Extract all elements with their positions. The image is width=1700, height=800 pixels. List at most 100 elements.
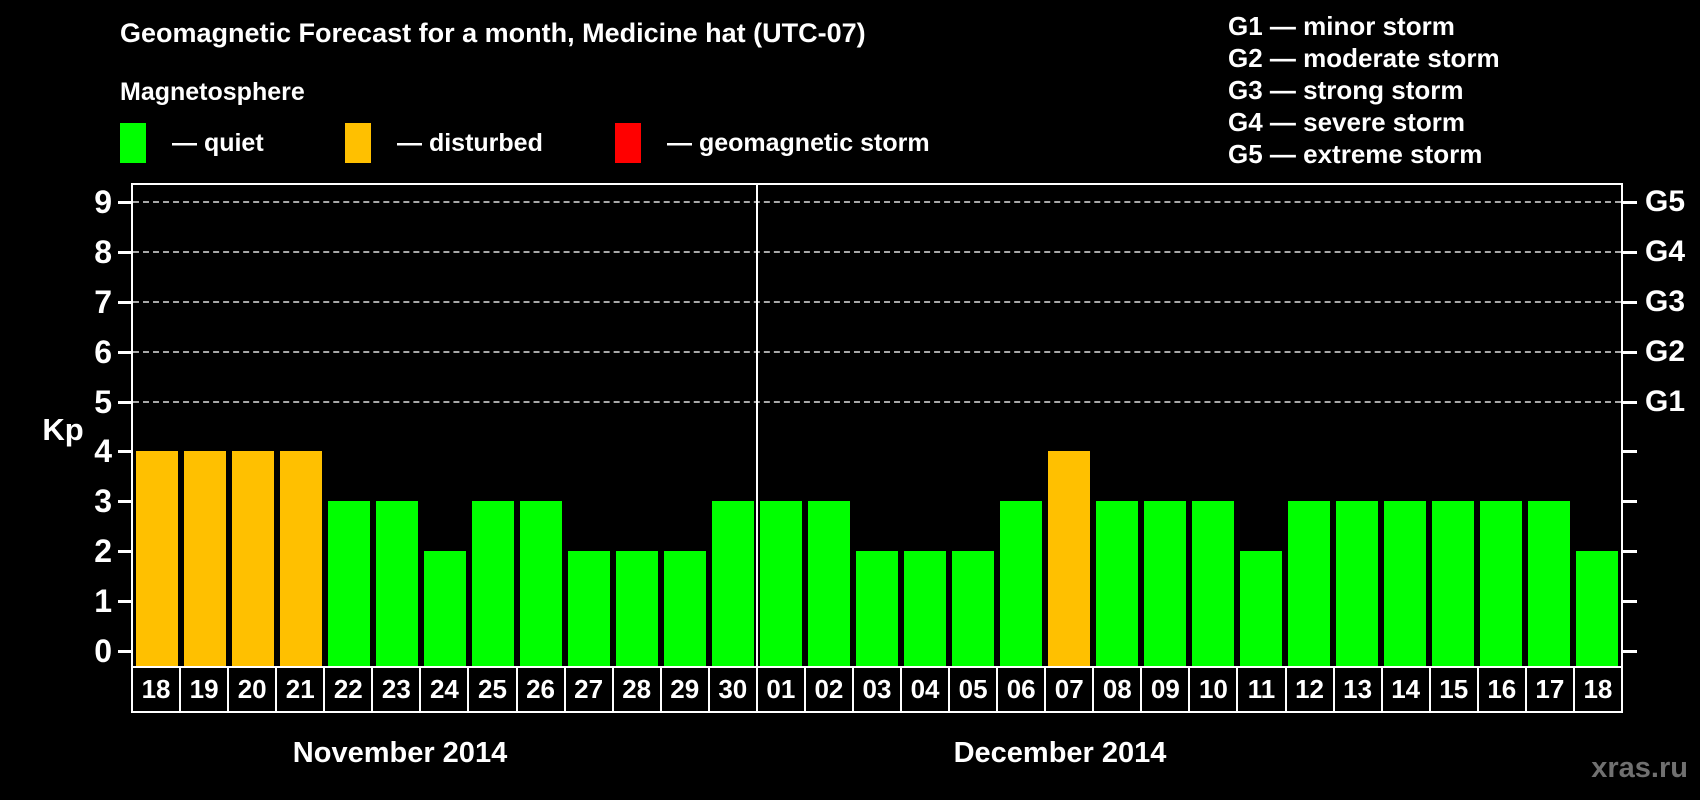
day-label: 29	[662, 668, 710, 711]
y-tick-label-3: 3	[94, 483, 112, 520]
g-axis-label-g3: G3	[1645, 284, 1686, 318]
gridline-kp7	[133, 300, 1621, 303]
y-tick-left-5	[118, 400, 131, 404]
day-label: 02	[806, 668, 854, 711]
g-axis-label-g1: G1	[1645, 384, 1686, 418]
y-tick-left-0	[118, 650, 131, 653]
day-label: 24	[421, 668, 470, 711]
kp-bar-18	[1576, 551, 1618, 666]
day-label: 06	[998, 668, 1047, 711]
y-tick-label-9: 9	[94, 183, 112, 220]
day-label: 18	[1583, 674, 1613, 704]
legend-item-disturbed: — disturbed	[345, 123, 543, 163]
day-label: 08	[1094, 668, 1143, 711]
kp-bar-03	[856, 551, 898, 666]
kp-bar-15	[1432, 501, 1474, 666]
y-tick-label-0: 0	[94, 633, 112, 669]
day-label: 21	[277, 668, 326, 711]
day-label: 18	[133, 668, 182, 711]
y-tick-label-5: 5	[94, 383, 112, 420]
kp-bar-19	[184, 451, 226, 666]
y-tick-right-6	[1623, 350, 1637, 354]
plot-area	[131, 183, 1623, 668]
y-tick-right-1	[1623, 600, 1637, 604]
y-tick-left-4	[118, 450, 131, 454]
y-axis-title: Kp	[42, 412, 84, 447]
kp-bar-21	[280, 451, 322, 666]
kp-bar-22	[328, 501, 370, 666]
kp-bar-16	[1480, 501, 1522, 666]
day-label: 11	[1238, 668, 1287, 711]
kp-bar-07	[1048, 451, 1090, 666]
legend-label-quiet: — quiet	[172, 128, 264, 157]
kp-bar-09	[1144, 501, 1186, 666]
day-label: 14	[1383, 668, 1431, 711]
g-legend-line-g1: G1 — minor storm	[1228, 11, 1455, 41]
y-tick-right-9	[1623, 200, 1637, 204]
kp-bar-06	[1000, 501, 1042, 666]
y-tick-right-4	[1623, 450, 1637, 454]
gridline-kp8	[133, 250, 1621, 253]
day-label: 15	[1431, 668, 1479, 711]
day-label: 10	[1190, 668, 1239, 711]
day-label: 22	[325, 668, 374, 711]
day-label: 13	[1335, 668, 1383, 711]
y-tick-left-9	[118, 200, 131, 204]
gridline-kp6	[133, 350, 1621, 353]
g-axis-label-g4: G4	[1645, 234, 1686, 268]
kp-bar-12	[1288, 501, 1330, 666]
day-label: 25	[469, 668, 518, 711]
legend-item-storm: — geomagnetic storm	[615, 123, 930, 163]
day-label: 09	[1142, 668, 1191, 711]
month-label-december: December 2014	[953, 737, 1167, 769]
legend-label-storm: — geomagnetic storm	[667, 128, 930, 157]
g-legend-line-g3: G3 — strong storm	[1228, 75, 1464, 105]
day-label: 07	[1046, 668, 1095, 711]
y-tick-left-8	[118, 250, 131, 254]
day-label: 28	[614, 668, 662, 711]
day-label: 23	[373, 668, 422, 711]
g-legend-line-g5: G5 — extreme storm	[1228, 139, 1483, 169]
kp-bar-11	[1240, 551, 1282, 666]
y-tick-label-6: 6	[94, 333, 112, 370]
y-tick-label-1: 1	[94, 583, 112, 620]
kp-bar-26	[520, 501, 562, 666]
kp-bar-25	[472, 501, 514, 666]
month-label-november: November 2014	[292, 737, 508, 769]
kp-bar-27	[568, 551, 610, 666]
day-label: 17	[1527, 668, 1575, 711]
day-label: 12	[1287, 668, 1335, 711]
y-tick-left-7	[118, 300, 131, 304]
kp-bar-17	[1528, 501, 1570, 666]
disturbed-color-swatch	[345, 123, 371, 163]
y-tick-label-8: 8	[94, 233, 112, 270]
day-label: 27	[566, 668, 614, 711]
g-axis-label-g2: G2	[1645, 334, 1686, 368]
watermark: xras.ru	[1591, 752, 1688, 784]
kp-bar-14	[1384, 501, 1426, 666]
y-tick-left-6	[118, 350, 131, 354]
y-tick-right-3	[1623, 500, 1637, 504]
y-tick-label-7: 7	[94, 283, 112, 320]
kp-bar-23	[376, 501, 418, 666]
kp-bar-28	[616, 551, 658, 666]
storm-color-swatch	[615, 123, 641, 163]
y-tick-left-3	[118, 500, 131, 504]
y-tick-right-7	[1623, 300, 1637, 304]
y-tick-left-1	[118, 600, 131, 604]
day-label: 19	[181, 668, 230, 711]
day-label: 16	[1479, 668, 1527, 711]
y-tick-right-5	[1623, 400, 1637, 404]
y-tick-right-0	[1623, 650, 1637, 653]
kp-bar-01	[760, 501, 802, 666]
day-axis-row: 18 19 20 21 22 23 24 25 26 27 28 29 30 01 02 03 04 05 06 07…	[131, 668, 1623, 713]
kp-bar-08	[1096, 501, 1138, 666]
kp-bar-10	[1192, 501, 1234, 666]
y-tick-label-4: 4	[94, 433, 112, 470]
kp-bar-24	[424, 551, 466, 666]
gridline-kp5	[133, 400, 1621, 403]
day-label: 04	[902, 668, 951, 711]
kp-bar-02	[808, 501, 850, 666]
g-legend-line-g2: G2 — moderate storm	[1228, 43, 1500, 73]
